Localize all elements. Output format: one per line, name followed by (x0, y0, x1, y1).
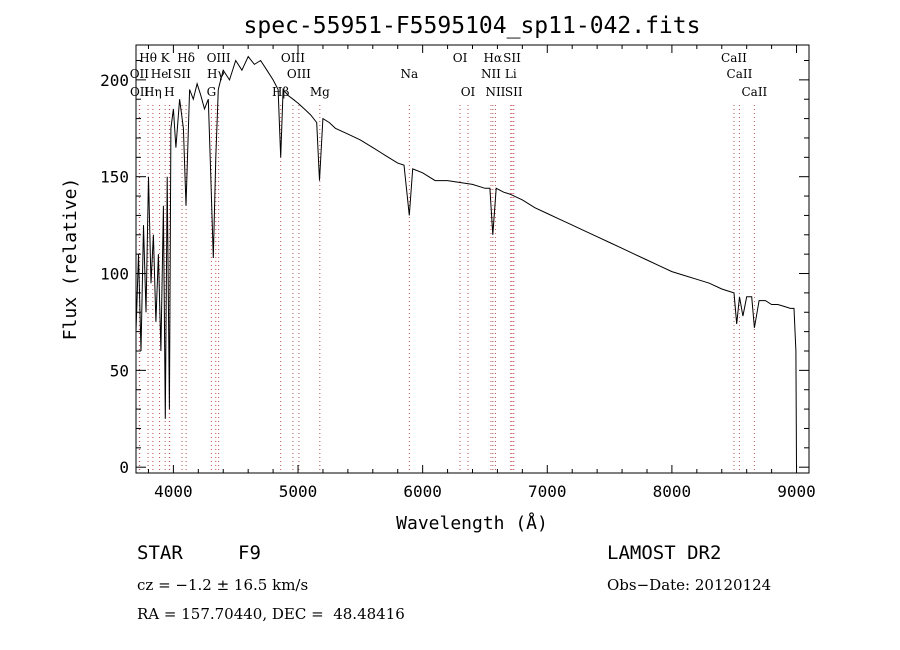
y-axis-ticks: 0 50 100 150 200 (100, 59, 809, 477)
line-label: SII (173, 67, 191, 81)
line-label: Hβ (272, 85, 289, 99)
chart-title: spec-55951-F5595104_sp11-042.fits (244, 13, 701, 39)
line-label: NII (481, 67, 501, 81)
line-label: Mg (310, 85, 330, 99)
line-label: OI (453, 51, 468, 65)
line-label: CaII (727, 67, 753, 81)
plot-frame (135, 44, 810, 474)
line-label: OIII (281, 51, 305, 65)
x-tick-label: 9000 (777, 482, 816, 501)
x-tick-label: 5000 (279, 482, 318, 501)
x-tick-label: 7000 (528, 482, 567, 501)
line-label: H (164, 85, 174, 99)
x-axis-label: Wavelength (Å) (396, 512, 548, 534)
line-label: G (207, 85, 217, 99)
spectral-line-markers (138, 105, 755, 473)
line-label: OI (461, 85, 476, 99)
y-tick-label: 50 (110, 361, 129, 380)
line-label: He (151, 67, 169, 81)
line-label: Li (505, 67, 517, 81)
line-label: Hγ (207, 67, 225, 81)
line-label: Na (400, 67, 418, 81)
redshift-cz: cz = −1.2 ± 16.5 km/s (137, 576, 309, 594)
ra-dec-coordinates: RA = 157.70440, DEC = 48.48416 (137, 605, 405, 623)
y-tick-label: 200 (100, 71, 129, 90)
line-label: Hθ (139, 51, 157, 65)
line-label: Hη (144, 85, 162, 99)
spectrum-series-line (135, 55, 797, 468)
observation-date: Obs−Date: 20120124 (607, 576, 772, 594)
line-label: Hδ (177, 51, 195, 65)
line-label: CaII (721, 51, 747, 65)
line-label: Hα (484, 51, 503, 65)
x-tick-label: 8000 (653, 482, 692, 501)
line-label: I (167, 67, 172, 81)
x-axis-ticks: 4000 5000 6000 7000 8000 9000 (147, 45, 816, 501)
line-label: SII (505, 85, 523, 99)
y-tick-label: 0 (119, 458, 129, 477)
line-label: NII (485, 85, 505, 99)
object-class: STAR (137, 542, 183, 564)
line-label: CaII (741, 85, 767, 99)
line-label: OII (130, 85, 150, 99)
line-label: OII (130, 67, 150, 81)
y-tick-label: 150 (100, 168, 129, 187)
y-tick-label: 100 (100, 265, 129, 284)
x-tick-label: 6000 (403, 482, 442, 501)
line-label: OIII (287, 67, 311, 81)
line-label: SII (503, 51, 521, 65)
x-tick-label: 4000 (154, 482, 193, 501)
y-axis-label: Flux (relative) (60, 178, 81, 341)
line-label: K (161, 51, 171, 65)
survey-name: LAMOST DR2 (607, 542, 722, 564)
object-subclass: F9 (238, 542, 261, 564)
line-label: OIII (207, 51, 231, 65)
